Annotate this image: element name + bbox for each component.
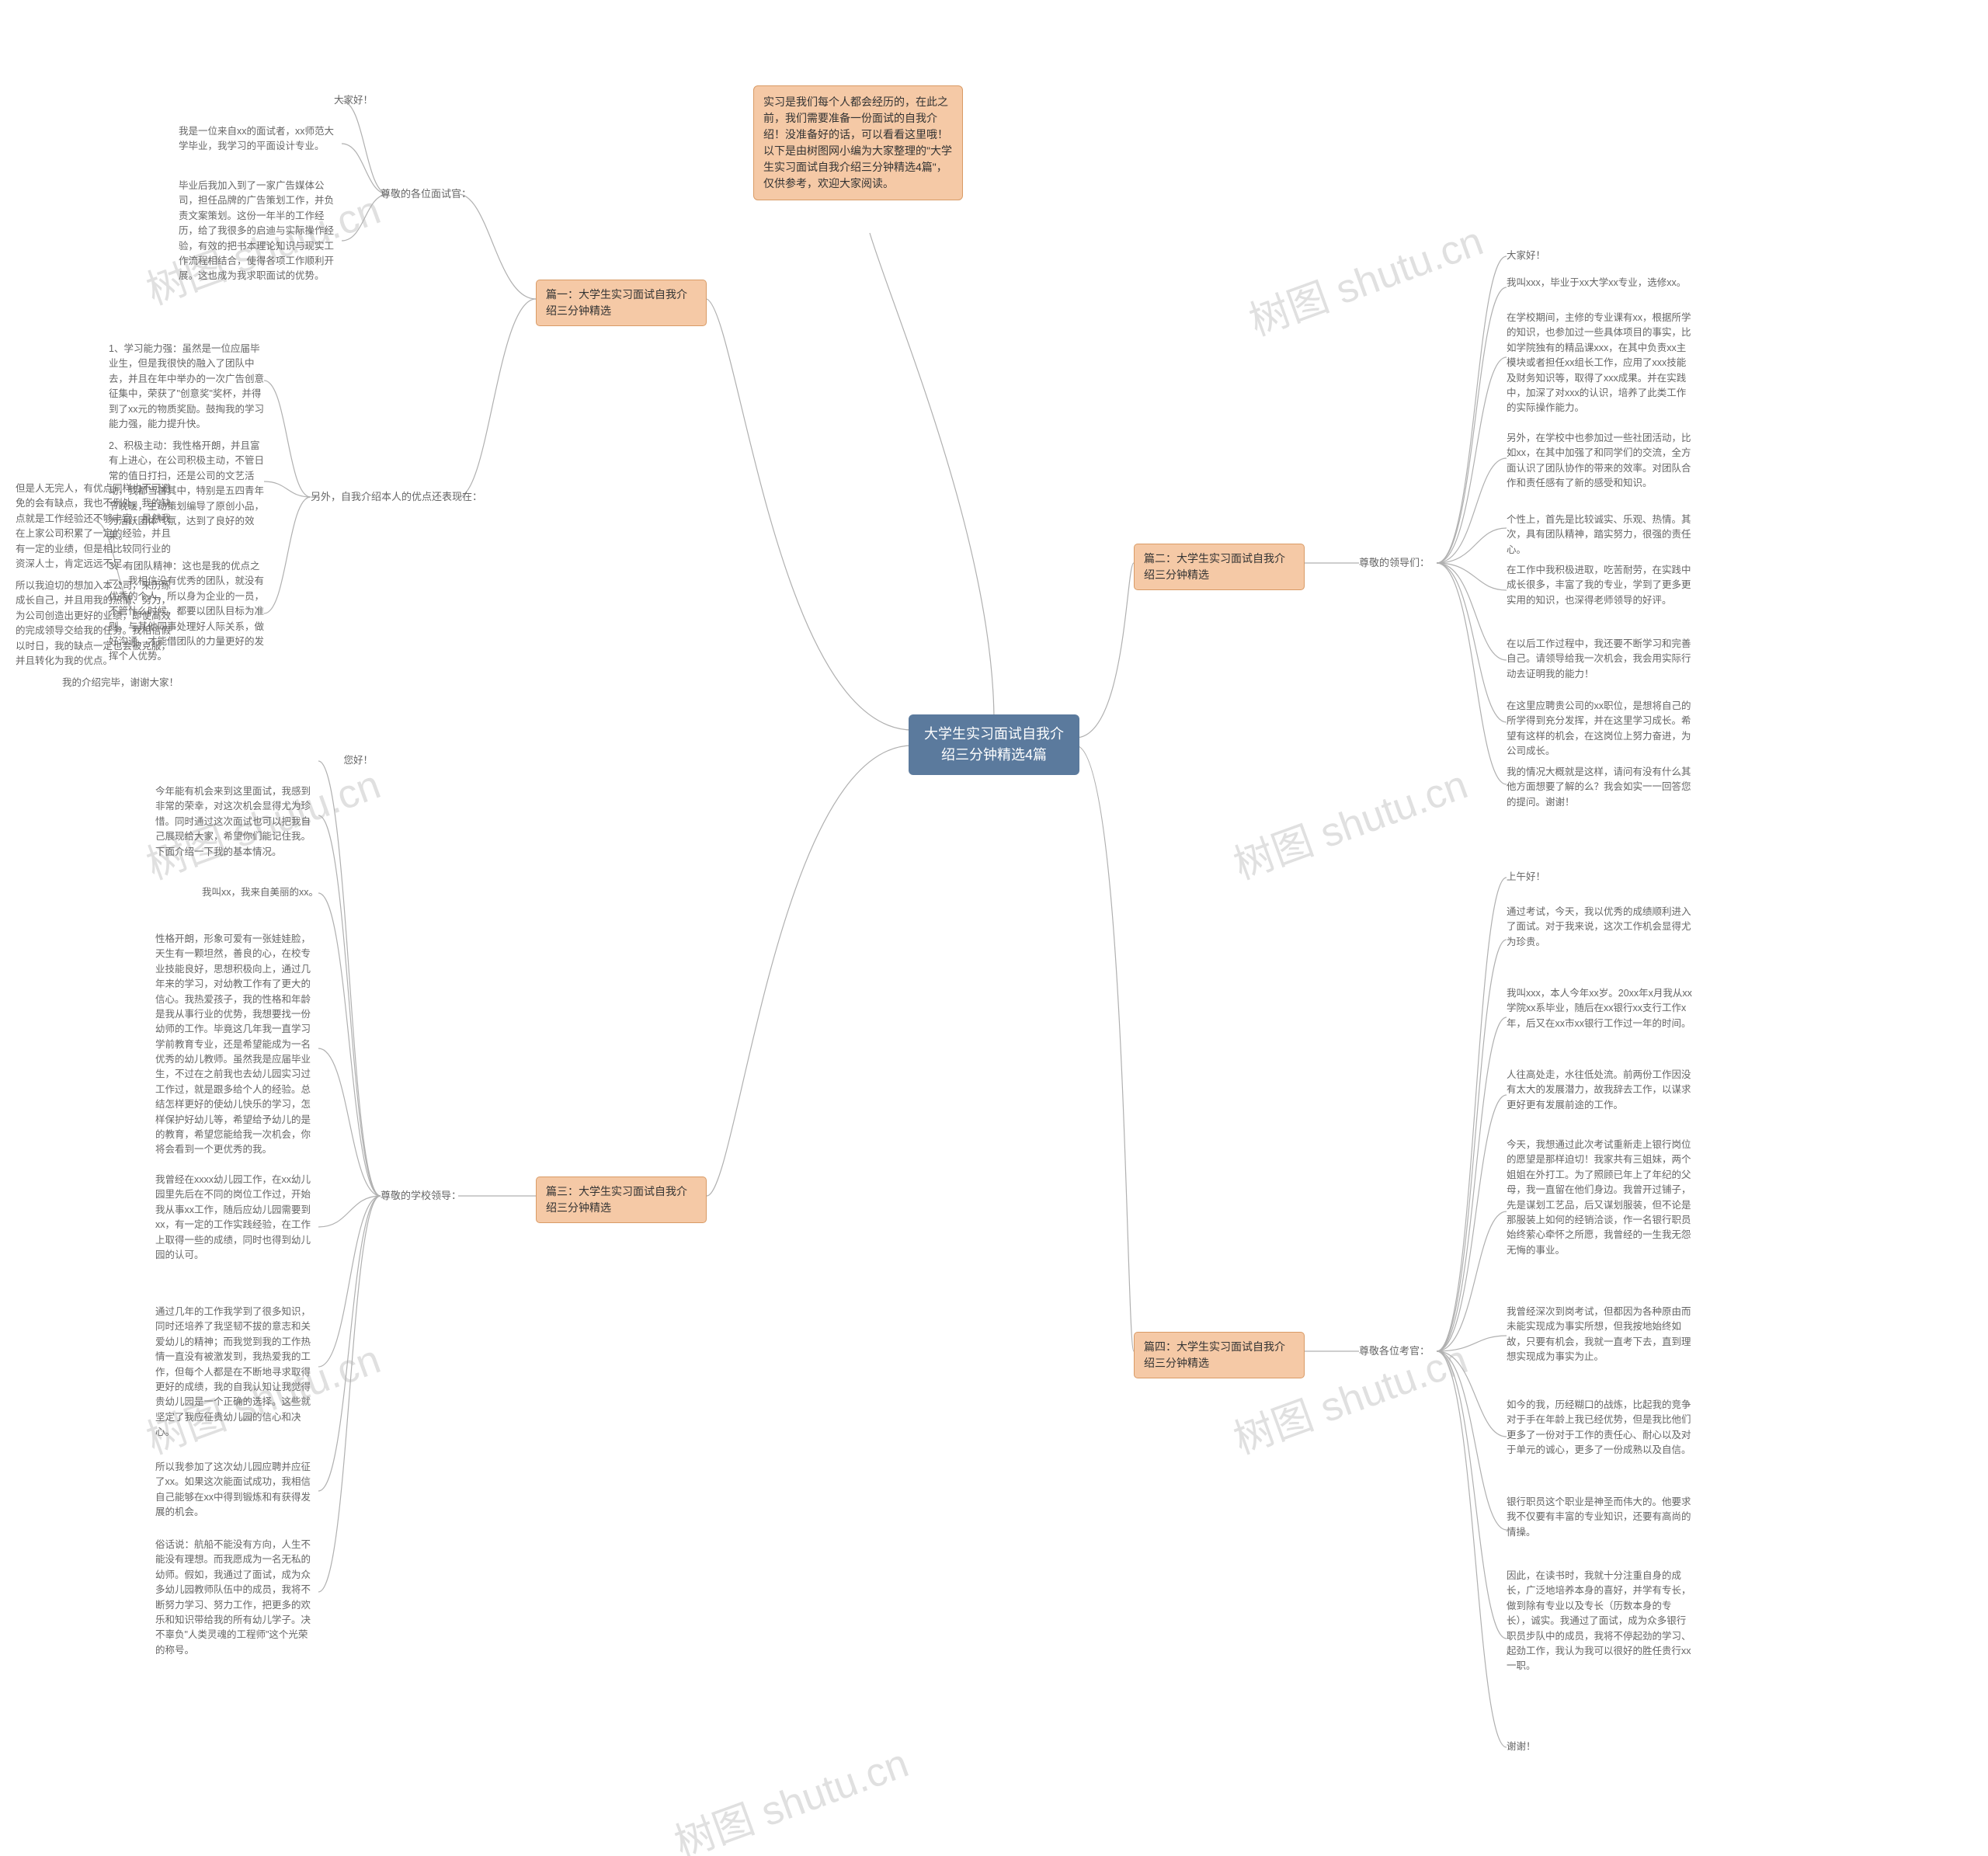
s2-leaf-2: 在学校期间，主修的专业课有xx，根据所学的知识，也参加过一些具体项目的事实，比如… (1507, 311, 1693, 416)
section-1-sub2: 另外，自我介绍本人的优点还表现在： (311, 489, 482, 505)
s2-leaf-3: 另外，在学校中也参加过一些社团活动，比如xx，在其中加强了和同学们的交流，全方面… (1507, 431, 1693, 492)
s3-leaf-4: 我曾经在xxxx幼儿园工作，在xx幼儿园里先后在不同的岗位工作过，开始我从事xx… (155, 1173, 311, 1263)
s3-leaf-1: 今年能有机会来到这里面试，我感到非常的荣幸，对这次机会显得尤为珍惜。同时通过这次… (155, 784, 311, 860)
s2-leaf-8: 我的情况大概就是这样，请问有没有什么其他方面想要了解的么？我会如实一一回答您的提… (1507, 765, 1693, 810)
section-1-title: 篇一：大学生实习面试自我介绍三分钟精选 (536, 280, 707, 326)
section-4-title: 篇四：大学生实习面试自我介绍三分钟精选 (1134, 1332, 1305, 1378)
section-2-sub: 尊敬的领导们： (1359, 555, 1430, 571)
s4-leaf-3: 人往高处走，水往低处流。前两份工作因没有太大的发展潜力，故我辞去工作，以谋求更好… (1507, 1068, 1693, 1113)
s2-leaf-5: 在工作中我积极进取，吃苦耐劳，在实践中成长很多，丰富了我的专业，学到了更多更实用… (1507, 563, 1693, 608)
s3-leaf-6: 所以我参加了这次幼儿园应聘并应征了xx。如果这次能面试成功，我相信自己能够在xx… (155, 1460, 311, 1521)
section-3-sub: 尊敬的学校领导： (381, 1188, 461, 1204)
s4-leaf-1: 通过考试，今天，我以优秀的成绩顺利进入了面试。对于我来说，这次工作机会显得尤为珍… (1507, 905, 1693, 950)
watermark: 树图 shutu.cn (1240, 208, 1490, 346)
s1-sub3-leaf-0: 但是人无完人，有优点同样也不可避免的会有缺点，我也不例外，我的缺点就是工作经验还… (16, 481, 179, 572)
s2-leaf-0: 大家好！ (1507, 249, 1646, 263)
s1-sub3-leaf-2: 我的介绍完毕，谢谢大家！ (62, 676, 202, 690)
section-1-sub: 尊敬的各位面试官： (381, 186, 471, 202)
s1-leaf-2: 毕业后我加入到了一家广告媒体公司，担任品牌的广告策划工作，并负责文案策划。这份一… (179, 179, 334, 284)
root-node: 大学生实习面试自我介绍三分钟精选4篇 (909, 714, 1079, 775)
s4-leaf-6: 如今的我，历经糊口的战炼，比起我的竞争对于手在年龄上我已经优势，但是我比他们更多… (1507, 1398, 1693, 1458)
s3-leaf-3: 性格开朗，形象可爱有一张娃娃脸，天生有一颗坦然，善良的心，在校专业技能良好，思想… (155, 932, 311, 1158)
s1-sub2-leaf-0: 1、学习能力强：虽然是一位应届毕业生，但是我很快的融入了团队中去，并且在年中举办… (109, 342, 264, 432)
s4-leaf-2: 我叫xxx，本人今年xx岁。20xx年x月我从xx学院xx系毕业，随后在xx银行… (1507, 986, 1693, 1031)
section-4-sub: 尊敬各位考官： (1359, 1343, 1430, 1359)
watermark: 树图 shutu.cn (1225, 752, 1475, 890)
s2-leaf-1: 我叫xxx，毕业于xx大学xx专业，选修xx。 (1507, 276, 1693, 290)
section-2-title: 篇二：大学生实习面试自我介绍三分钟精选 (1134, 544, 1305, 590)
s1-leaf-1: 我是一位来自xx的面试者，xx师范大学毕业，我学习的平面设计专业。 (179, 124, 334, 155)
s4-leaf-9: 谢谢！ (1507, 1740, 1646, 1754)
s2-leaf-7: 在这里应聘贵公司的xx职位，是想将自己的所学得到充分发挥，并在这里学习成长。希望… (1507, 699, 1693, 759)
watermark: 树图 shutu.cn (666, 1730, 916, 1856)
s4-leaf-8: 因此，在读书时，我就十分注重自身的成长，广泛地培养本身的喜好，并学有专长，做到除… (1507, 1569, 1693, 1674)
s4-leaf-4: 今天，我想通过此次考试重新走上银行岗位的愿望是那样迫切！我家共有三姐妹，两个姐姐… (1507, 1138, 1693, 1258)
s2-leaf-4: 个性上，首先是比较诚实、乐观、热情。其次，具有团队精神，踏实努力，很强的责任心。 (1507, 513, 1693, 558)
s3-leaf-7: 俗话说：航船不能没有方向，人生不能没有理想。而我愿成为一名无私的幼师。假如，我通… (155, 1538, 311, 1658)
s4-leaf-0: 上午好！ (1507, 870, 1646, 885)
s1-leaf-0: 大家好！ (233, 93, 373, 108)
intro-box: 实习是我们每个人都会经历的，在此之前，我们需要准备一份面试的自我介绍！没准备好的… (753, 85, 963, 200)
s4-leaf-5: 我曾经深次到岗考试，但都因为各种原由而未能实现成为事实所想，但我按地始终如故，只… (1507, 1305, 1693, 1365)
s3-leaf-2: 我叫xx，我来自美丽的xx。 (202, 885, 342, 900)
s1-sub3-leaf-1: 所以我迫切的想加入本公司，来历练成长自己，并且用我的热情、努力，为公司创造出更好… (16, 579, 179, 669)
s3-leaf-0: 您好！ (233, 753, 373, 768)
s4-leaf-7: 银行职员这个职业是神圣而伟大的。他要求我不仅要有丰富的专业知识，还要有高尚的情操… (1507, 1495, 1693, 1540)
s2-leaf-6: 在以后工作过程中，我还要不断学习和完善自己。请领导给我一次机会，我会用实际行动去… (1507, 637, 1693, 682)
s3-leaf-5: 通过几年的工作我学到了很多知识，同时还培养了我坚韧不拔的意志和关爱幼儿的精神；而… (155, 1305, 311, 1440)
section-3-title: 篇三：大学生实习面试自我介绍三分钟精选 (536, 1177, 707, 1223)
